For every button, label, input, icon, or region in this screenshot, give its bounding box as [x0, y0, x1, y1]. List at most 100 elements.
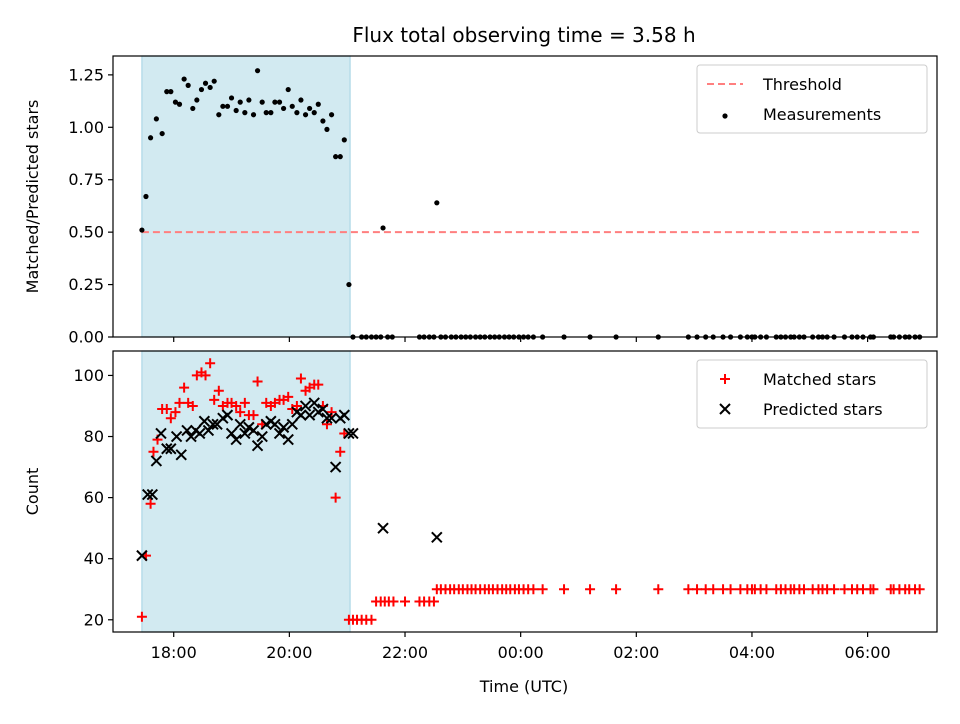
measurement-point [333, 154, 339, 160]
y-tick-label: 20 [84, 610, 104, 629]
matched-star-point [145, 498, 156, 509]
matched-star-point [179, 382, 190, 393]
y-axis-label: Matched/Predicted stars [23, 100, 42, 294]
predicted-star-point [150, 455, 163, 467]
predicted-star-point [198, 415, 211, 427]
predicted-star-point [325, 412, 338, 424]
measurement-point [216, 112, 222, 118]
predicted-star-point [225, 427, 238, 440]
x-tick-label: 20:00 [266, 643, 312, 662]
x-tick-label: 00:00 [498, 643, 544, 662]
legend-measurement-swatch [722, 113, 728, 119]
matched-star-point [335, 446, 346, 457]
y-tick-label: 1.25 [68, 65, 104, 84]
predicted-star-point [295, 409, 307, 421]
predicted-star-point [347, 427, 359, 440]
measurement-point [380, 225, 386, 231]
matched-star-point [585, 584, 596, 595]
measurement-point [194, 97, 200, 103]
matched-star-point [187, 400, 198, 411]
observing-window-span [141, 55, 351, 338]
matched-star-point [537, 584, 548, 595]
measurement-point [228, 95, 235, 101]
legend-box [696, 64, 928, 134]
y-tick-label: 0.50 [68, 223, 104, 242]
legend-label: Predicted stars [763, 400, 883, 419]
y-tick-label: 0.25 [68, 275, 104, 294]
matched-star-point [799, 584, 810, 595]
x-tick-label: 04:00 [729, 643, 775, 662]
series-measurements [139, 68, 923, 340]
measurement-point [237, 99, 243, 105]
matched-star-point [829, 584, 840, 595]
measurement-point [176, 101, 183, 107]
predicted-star-point [230, 433, 242, 446]
matched-star-point [248, 410, 259, 421]
y-tick-label: 1.00 [68, 118, 104, 137]
measurement-point [320, 118, 326, 124]
measurement-point [324, 126, 330, 132]
measurement-point [185, 82, 191, 88]
predicted-star-point [321, 412, 333, 424]
y-tick-label: 100 [73, 366, 104, 385]
measurement-point [307, 105, 313, 112]
matched-star-point [209, 394, 220, 405]
matched-star-point [708, 584, 719, 595]
legend-label: Measurements [763, 105, 881, 124]
y-tick-label: 0.75 [68, 170, 104, 189]
predicted-star-point [251, 439, 264, 452]
x-axis-label: Time (UTC) [479, 677, 568, 696]
predicted-star-point [141, 488, 154, 501]
count-panel: 20 40 60 80 100 18:00 20:00 22:00 00:00 02:00 04:0… [23, 350, 938, 662]
matched-star-point [330, 492, 341, 503]
predicted-star-point [308, 397, 320, 409]
matched-star-point [231, 400, 242, 411]
measurement-point [302, 112, 309, 118]
matched-star-point [252, 376, 263, 387]
predicted-star-point [207, 418, 219, 431]
predicted-star-point [185, 430, 197, 443]
predicted-star-point [303, 409, 316, 421]
matched-star-point [653, 584, 664, 595]
matched-star-point [295, 373, 306, 384]
predicted-star-point [181, 424, 193, 437]
axes-frame [112, 55, 938, 338]
predicted-star-point [146, 488, 159, 501]
measurement-point [172, 99, 179, 105]
predicted-star-point [161, 443, 173, 455]
predicted-star-point [221, 409, 234, 421]
y-tick-label: 40 [84, 549, 104, 568]
measurement-point [159, 130, 165, 137]
measurement-point [246, 97, 252, 103]
predicted-star-point [175, 449, 187, 461]
measurement-point [263, 110, 269, 116]
measurement-point [294, 110, 300, 116]
matched-star-point [692, 584, 703, 595]
predicted-star-point [239, 427, 251, 440]
measurement-point [254, 68, 261, 74]
matched-star-point [200, 370, 211, 381]
matched-star-point [239, 397, 250, 408]
predicted-star-point [329, 461, 342, 473]
predicted-star-point [155, 427, 167, 440]
predicted-star-point [431, 531, 443, 544]
predicted-star-point [170, 430, 183, 443]
legend-matched-swatch [720, 374, 730, 384]
measurement-point [250, 112, 257, 118]
matched-star-point [388, 596, 399, 607]
measurement-point [285, 86, 291, 93]
measurement-point [272, 99, 278, 105]
matched-star-point [136, 611, 147, 622]
measurement-point [224, 103, 231, 109]
matched-star-point [161, 404, 172, 415]
measurement-point [259, 99, 265, 105]
matched-star-point [205, 358, 216, 369]
matched-star-point [326, 407, 337, 418]
series-matched-stars [136, 358, 925, 625]
measurement-point [153, 116, 159, 122]
predicted-star-point [256, 430, 268, 443]
predicted-star-point [273, 427, 286, 440]
matched-star-point [313, 379, 324, 390]
measurement-point [143, 193, 149, 200]
